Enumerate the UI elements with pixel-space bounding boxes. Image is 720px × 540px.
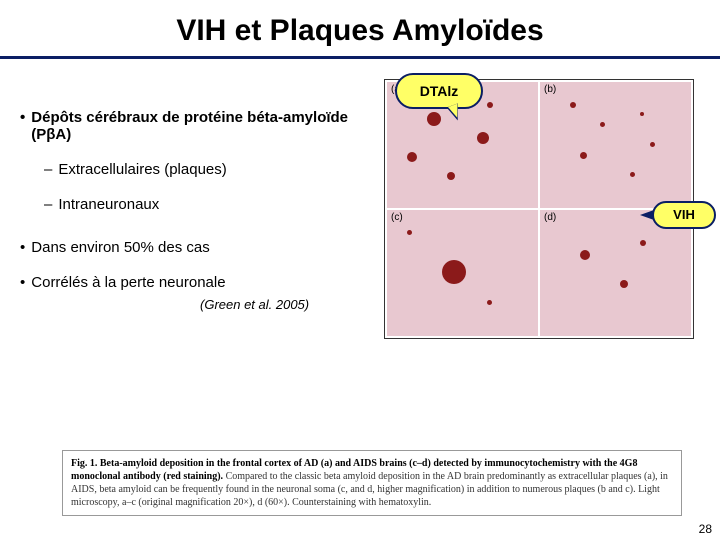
bullet-dot-icon: • (20, 239, 25, 256)
bullet-item-1: • Dépôts cérébraux de protéine béta-amyl… (20, 109, 350, 143)
sub-1-text: Extracellulaires (plaques) (58, 161, 226, 178)
page-number: 28 (699, 522, 712, 536)
bullet-item-3: • Corrélés à la perte neuronale (20, 274, 350, 291)
citation: (Green et al. 2005) (200, 297, 350, 312)
dash-icon: – (44, 196, 52, 213)
bullet-1-text: Dépôts cérébraux de protéine béta-amyloï… (31, 109, 350, 143)
figure-caption: Fig. 1. Beta-amyloid deposition in the f… (62, 450, 682, 516)
histo-panel-c (387, 210, 538, 336)
callout-vih-label: VIH (673, 207, 695, 222)
callout-tail-icon (448, 104, 462, 120)
content-area: • Dépôts cérébraux de protéine béta-amyl… (0, 59, 720, 312)
bullet-dot-icon: • (20, 274, 25, 291)
bullet-dot-icon: • (20, 109, 25, 143)
callout-vih: VIH (652, 201, 716, 229)
sub-2-text: Intraneuronaux (58, 196, 159, 213)
histology-grid (384, 79, 694, 339)
dash-icon: – (44, 161, 52, 178)
sub-bullet-2: – Intraneuronaux (44, 196, 350, 213)
histo-panel-b (540, 82, 691, 208)
callout-dtalz: DTAlz (395, 73, 483, 109)
bullet-3-text: Corrélés à la perte neuronale (31, 274, 225, 291)
bullet-2-text: Dans environ 50% des cas (31, 239, 209, 256)
sub-bullet-1: – Extracellulaires (plaques) (44, 161, 350, 178)
slide-title: VIH et Plaques Amyloïdes (0, 0, 720, 56)
bullet-list: • Dépôts cérébraux de protéine béta-amyl… (20, 109, 350, 312)
bullet-item-2: • Dans environ 50% des cas (20, 239, 350, 256)
callout-dtalz-label: DTAlz (420, 83, 459, 99)
